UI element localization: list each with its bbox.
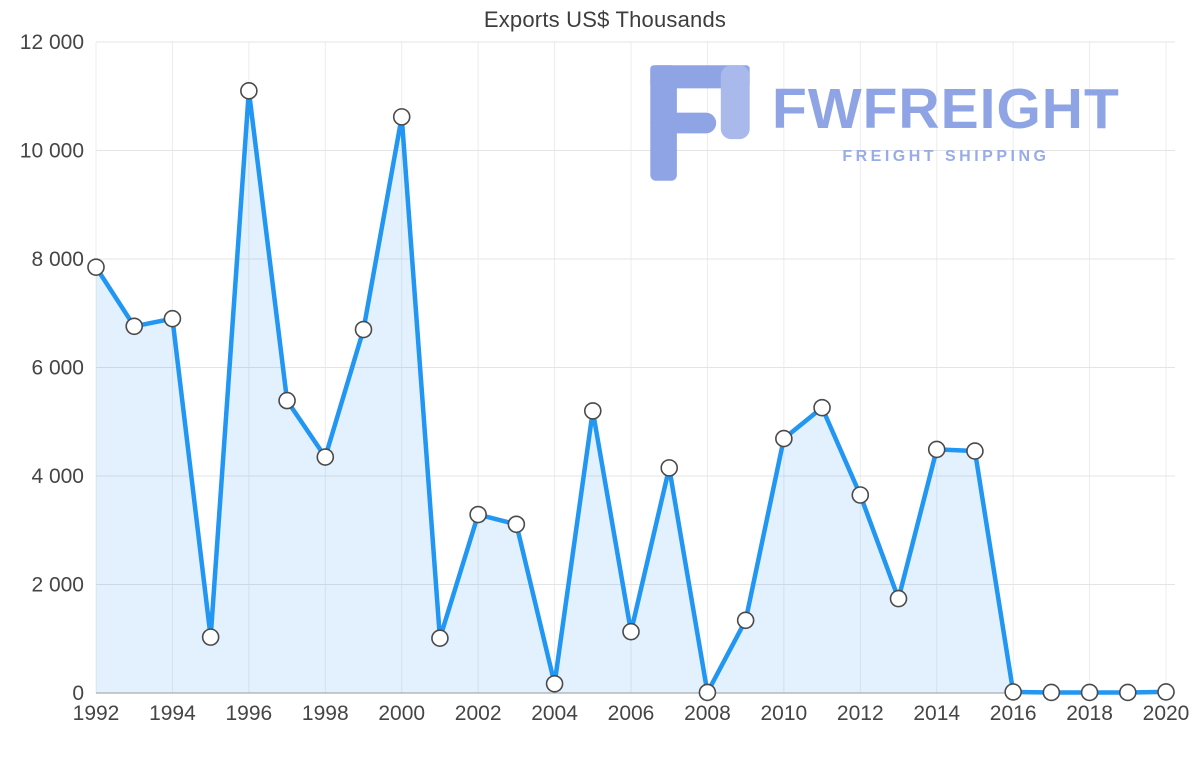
svg-text:2012: 2012: [837, 702, 884, 725]
svg-text:2002: 2002: [455, 702, 502, 725]
svg-text:2016: 2016: [990, 702, 1037, 725]
svg-text:8 000: 8 000: [31, 248, 84, 271]
svg-text:2020: 2020: [1143, 702, 1190, 725]
svg-text:1996: 1996: [225, 702, 272, 725]
svg-text:4 000: 4 000: [31, 465, 84, 488]
svg-text:2014: 2014: [913, 702, 960, 725]
svg-text:12 000: 12 000: [20, 31, 84, 54]
svg-text:2 000: 2 000: [31, 574, 84, 597]
svg-text:2004: 2004: [531, 702, 578, 725]
svg-text:2010: 2010: [760, 702, 807, 725]
chart-title: Exports US$ Thousands: [483, 7, 727, 32]
svg-text:2018: 2018: [1066, 702, 1113, 725]
svg-text:6 000: 6 000: [31, 357, 84, 380]
svg-text:2008: 2008: [684, 702, 731, 725]
svg-text:10 000: 10 000: [20, 140, 84, 163]
svg-text:0: 0: [72, 682, 84, 705]
svg-text:2000: 2000: [378, 702, 425, 725]
svg-text:1998: 1998: [302, 702, 349, 725]
svg-text:1994: 1994: [149, 702, 196, 725]
svg-text:1992: 1992: [73, 702, 120, 725]
svg-text:2006: 2006: [608, 702, 655, 725]
